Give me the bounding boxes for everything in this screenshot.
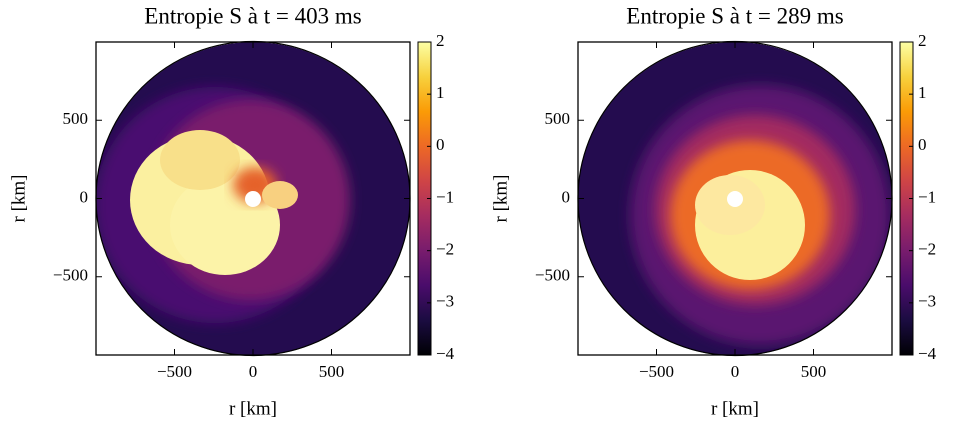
chart-title: Entropie S à t = 289 ms xyxy=(626,3,843,28)
colorbar-tick-label: 1 xyxy=(436,83,445,102)
y-tick-label: 500 xyxy=(63,109,89,128)
x-tick-label: −500 xyxy=(157,362,192,381)
y-tick-label: −500 xyxy=(53,266,88,285)
x-tick-label: 500 xyxy=(319,362,345,381)
colorbar-tick-label: 0 xyxy=(918,135,927,154)
colorbar-tick-label: −3 xyxy=(918,292,936,311)
colorbar-tick-label: −1 xyxy=(436,187,454,206)
colorbar-tick-label: −2 xyxy=(918,240,936,259)
y-tick-label: 0 xyxy=(80,187,89,206)
x-tick-label: 0 xyxy=(731,362,740,381)
simulation-image xyxy=(578,42,892,356)
x-tick-label: 500 xyxy=(801,362,827,381)
colorbar-tick-label: −3 xyxy=(436,292,454,311)
x-axis-label: r [km] xyxy=(229,398,277,419)
colorbar-tick-label: −2 xyxy=(436,240,454,259)
colorbar-tick-label: −1 xyxy=(918,187,936,206)
colorbar-tick-label: 0 xyxy=(436,135,445,154)
colorbar-tick-label: 2 xyxy=(436,31,445,50)
x-axis-label: r [km] xyxy=(711,398,759,419)
x-tick-label: −500 xyxy=(639,362,674,381)
colorbar-tick-label: 2 xyxy=(918,31,927,50)
y-axis-label: r [km] xyxy=(490,174,511,222)
y-tick-label: 500 xyxy=(545,109,571,128)
y-tick-label: −500 xyxy=(535,266,570,285)
colorbar-tick-label: 1 xyxy=(918,83,927,102)
colorbar-tick-label: −4 xyxy=(918,344,937,363)
x-tick-label: 0 xyxy=(249,362,258,381)
y-axis-label: r [km] xyxy=(8,174,29,222)
colorbar-tick-label: −4 xyxy=(436,344,455,363)
simulation-image xyxy=(96,42,410,356)
y-tick-label: 0 xyxy=(562,187,571,206)
chart-title: Entropie S à t = 403 ms xyxy=(144,3,361,28)
